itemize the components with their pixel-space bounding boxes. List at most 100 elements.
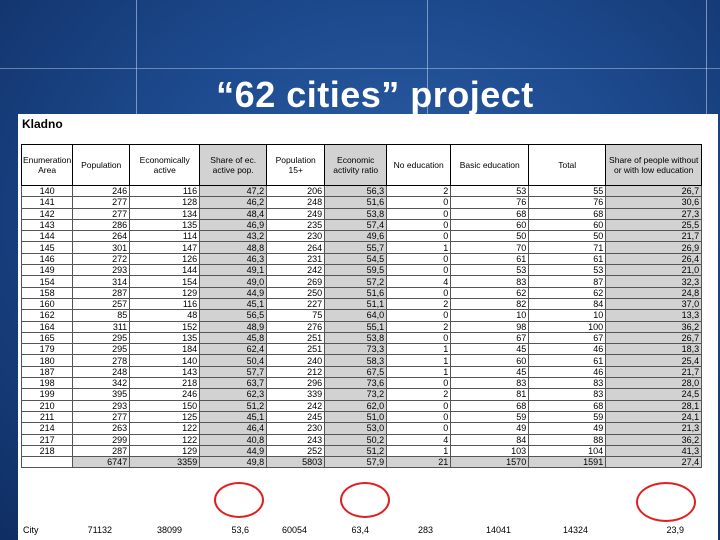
table-cell: 0 xyxy=(386,230,452,243)
table-cell: 45,1 xyxy=(199,297,268,311)
table-row: 146 272 126 46,3 231 54,5 0 61 61 26,4 xyxy=(20,252,703,266)
table-cell: 46,2 xyxy=(199,196,268,209)
table-cell: 245 xyxy=(266,410,326,424)
table-cell: 272 xyxy=(72,252,131,266)
table-cell: 73,2 xyxy=(324,388,388,401)
table-cell: 287 xyxy=(72,286,131,299)
city-cell: 283 xyxy=(417,525,433,535)
table-cell: 134 xyxy=(129,207,201,220)
table-cell: 13,3 xyxy=(605,309,703,322)
table-cell: 62,4 xyxy=(199,343,268,356)
table-cell: 150 xyxy=(129,399,201,412)
table-cell: 235 xyxy=(266,218,326,232)
table-cell: 248 xyxy=(72,365,131,379)
table-cell: 1 xyxy=(386,241,452,254)
table-row: 210 293 150 51,2 242 62,0 0 68 68 28,1 xyxy=(20,399,703,412)
table-row: 217 299 122 40,8 243 50,2 4 84 88 36,2 xyxy=(20,433,703,446)
table-cell: 28,0 xyxy=(605,377,703,390)
city-cell: 63,4 xyxy=(351,525,369,535)
table-cell: 276 xyxy=(266,320,326,333)
table-cell: 88 xyxy=(528,433,607,446)
table-cell: 36,2 xyxy=(605,320,703,333)
table-cell: 257 xyxy=(72,297,131,311)
table-cell: 49,1 xyxy=(199,264,268,277)
table-cell: 64,0 xyxy=(324,309,388,322)
table-cell: 103 xyxy=(450,444,530,458)
table-cell: 21 xyxy=(386,456,452,469)
city-cell: 23,9 xyxy=(666,525,684,535)
table-cell: 286 xyxy=(72,218,131,232)
total-row: 6747 3359 49,8 5803 57,9 21 1570 1591 27,4 xyxy=(20,456,703,469)
table-cell: 2 xyxy=(386,184,452,198)
table-cell: 143 xyxy=(129,365,201,379)
table-cell: 144 xyxy=(20,230,74,243)
table-cell: 1570 xyxy=(450,456,530,469)
table-cell: 252 xyxy=(266,444,326,458)
table-cell: 67 xyxy=(450,331,530,345)
table-cell: 37,0 xyxy=(605,297,703,311)
table-cell: 116 xyxy=(129,184,201,198)
table-title: Kladno xyxy=(22,117,63,131)
table-cell: 51,6 xyxy=(324,286,388,299)
table-row: 141 277 128 46,2 248 51,6 0 76 76 30,6 xyxy=(20,196,703,209)
table-cell: 140 xyxy=(20,184,74,198)
table-cell: 214 xyxy=(20,422,74,435)
table-row: 158 287 129 44,9 250 51,6 0 62 62 24,8 xyxy=(20,286,703,299)
table-cell: 48,4 xyxy=(199,207,268,220)
table-cell: 26,9 xyxy=(605,241,703,254)
table-cell: 263 xyxy=(72,422,131,435)
city-cell: 14041 xyxy=(485,525,511,535)
table-cell: 51,1 xyxy=(324,297,388,311)
table-cell: 53,8 xyxy=(324,207,388,220)
table-cell: 210 xyxy=(20,399,74,412)
table-row: 180 278 140 50,4 240 58,3 1 60 61 25,4 xyxy=(20,354,703,367)
city-summary-row: City 71132 38099 53,6 60054 63,4 283 14041 14324… xyxy=(21,523,715,537)
table-cell: 184 xyxy=(129,343,201,356)
table-cell: 277 xyxy=(72,207,131,220)
table-cell: 164 xyxy=(20,320,74,333)
table-cell: 83 xyxy=(528,388,607,401)
table-cell: 61 xyxy=(528,252,607,266)
table-cell: 4 xyxy=(386,433,452,446)
table-cell: 51,0 xyxy=(324,410,388,424)
table-cell: 83 xyxy=(450,275,530,288)
table-cell: 62 xyxy=(450,286,530,299)
table-cell: 395 xyxy=(72,388,131,401)
table-cell: 122 xyxy=(129,433,201,446)
table-cell: 87 xyxy=(528,275,607,288)
table-row: 164 311 152 48,9 276 55,1 2 98 100 36,2 xyxy=(20,320,703,333)
table-cell: 48,9 xyxy=(199,320,268,333)
city-cell: 60054 xyxy=(281,525,307,535)
table-cell: 240 xyxy=(266,354,326,367)
table-cell: 246 xyxy=(72,184,131,198)
decor-line xyxy=(136,0,137,120)
table-row: 142 277 134 48,4 249 53,8 0 68 68 27,3 xyxy=(20,207,703,220)
table-cell: 53 xyxy=(450,264,530,277)
table-cell: 59 xyxy=(450,410,530,424)
table-cell: 0 xyxy=(386,252,452,266)
table-cell: 2 xyxy=(386,297,452,311)
city-cell: City xyxy=(23,525,39,535)
table-cell: 57,4 xyxy=(324,218,388,232)
table-cell: 21,7 xyxy=(605,365,703,379)
table-cell: 50 xyxy=(450,230,530,243)
table-row: 198 342 218 63,7 296 73,6 0 83 83 28,0 xyxy=(20,377,703,390)
table-cell: 5803 xyxy=(266,456,326,469)
city-cell: 53,6 xyxy=(231,525,249,535)
table-cell: 251 xyxy=(266,343,326,356)
table-cell: 143 xyxy=(20,218,74,232)
table-cell: 146 xyxy=(20,252,74,266)
table-cell: 45,8 xyxy=(199,331,268,345)
highlight-circle xyxy=(214,482,264,518)
table-cell: 264 xyxy=(266,241,326,254)
table-cell: 243 xyxy=(266,433,326,446)
header-cell: Enumeration Area xyxy=(20,144,74,186)
table-cell: 59 xyxy=(528,410,607,424)
header-cell: No education xyxy=(386,144,452,186)
table-cell: 55,7 xyxy=(324,241,388,254)
table-cell: 114 xyxy=(129,230,201,243)
table-cell: 27,3 xyxy=(605,207,703,220)
table-cell: 6747 xyxy=(72,456,131,469)
table-cell: 40,8 xyxy=(199,433,268,446)
table-cell: 154 xyxy=(20,275,74,288)
